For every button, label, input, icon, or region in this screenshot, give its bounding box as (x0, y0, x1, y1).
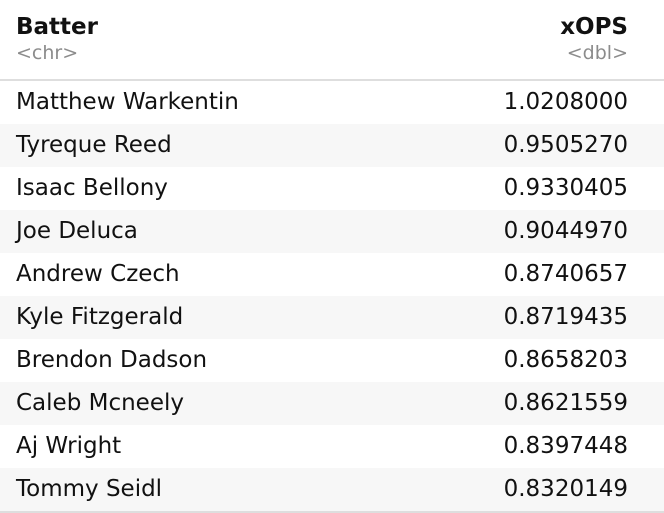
column-type-batter: <chr> (16, 42, 79, 64)
column-header-batter[interactable]: Batter <chr> (0, 0, 440, 81)
table-row: Brendon Dadson 0.8658203 (0, 339, 664, 382)
cell-batter: Brendon Dadson (16, 347, 208, 373)
table-row: Isaac Bellony 0.9330405 (0, 167, 664, 210)
cell-batter: Isaac Bellony (16, 175, 168, 201)
table-row: Matthew Warkentin 1.0208000 (0, 80, 664, 124)
cell-xops: 1.0208000 (503, 89, 628, 115)
cell-batter: Matthew Warkentin (16, 89, 239, 115)
cell-xops: 0.8320149 (440, 468, 664, 513)
column-name-batter: Batter (16, 14, 98, 40)
cell-batter: Andrew Czech (16, 261, 180, 287)
table-row: Caleb Mcneely 0.8621559 (0, 382, 664, 425)
column-name-xops: xOPS (560, 14, 628, 40)
table-header: Batter <chr> xOPS <dbl> (0, 0, 664, 81)
cell-batter: Kyle Fitzgerald (0, 296, 440, 339)
cell-xops: 0.9044970 (440, 210, 664, 253)
header-row: Batter <chr> xOPS <dbl> (0, 0, 664, 81)
table-row: Joe Deluca 0.9044970 (0, 210, 664, 253)
table-body: Matthew Warkentin 1.0208000 Tyreque Reed… (0, 80, 664, 513)
table-row: Kyle Fitzgerald 0.8719435 (0, 296, 664, 339)
column-header-xops[interactable]: xOPS <dbl> (440, 0, 664, 81)
column-type-xops: <dbl> (566, 42, 628, 64)
table-row: Tommy Seidl 0.8320149 (0, 468, 664, 513)
cell-xops: 0.8397448 (503, 433, 628, 459)
table-row: Andrew Czech 0.8740657 (0, 253, 664, 296)
cell-xops: 0.8658203 (503, 347, 628, 373)
cell-batter: Aj Wright (16, 433, 122, 459)
table-row: Tyreque Reed 0.9505270 (0, 124, 664, 167)
cell-batter: Caleb Mcneely (0, 382, 440, 425)
cell-xops: 0.8719435 (440, 296, 664, 339)
cell-batter: Tyreque Reed (0, 124, 440, 167)
cell-batter: Tommy Seidl (0, 468, 440, 513)
cell-xops: 0.9330405 (503, 175, 628, 201)
cell-xops: 0.9505270 (440, 124, 664, 167)
table-row: Aj Wright 0.8397448 (0, 425, 664, 468)
cell-xops: 0.8621559 (440, 382, 664, 425)
cell-batter: Joe Deluca (0, 210, 440, 253)
cell-xops: 0.8740657 (503, 261, 628, 287)
